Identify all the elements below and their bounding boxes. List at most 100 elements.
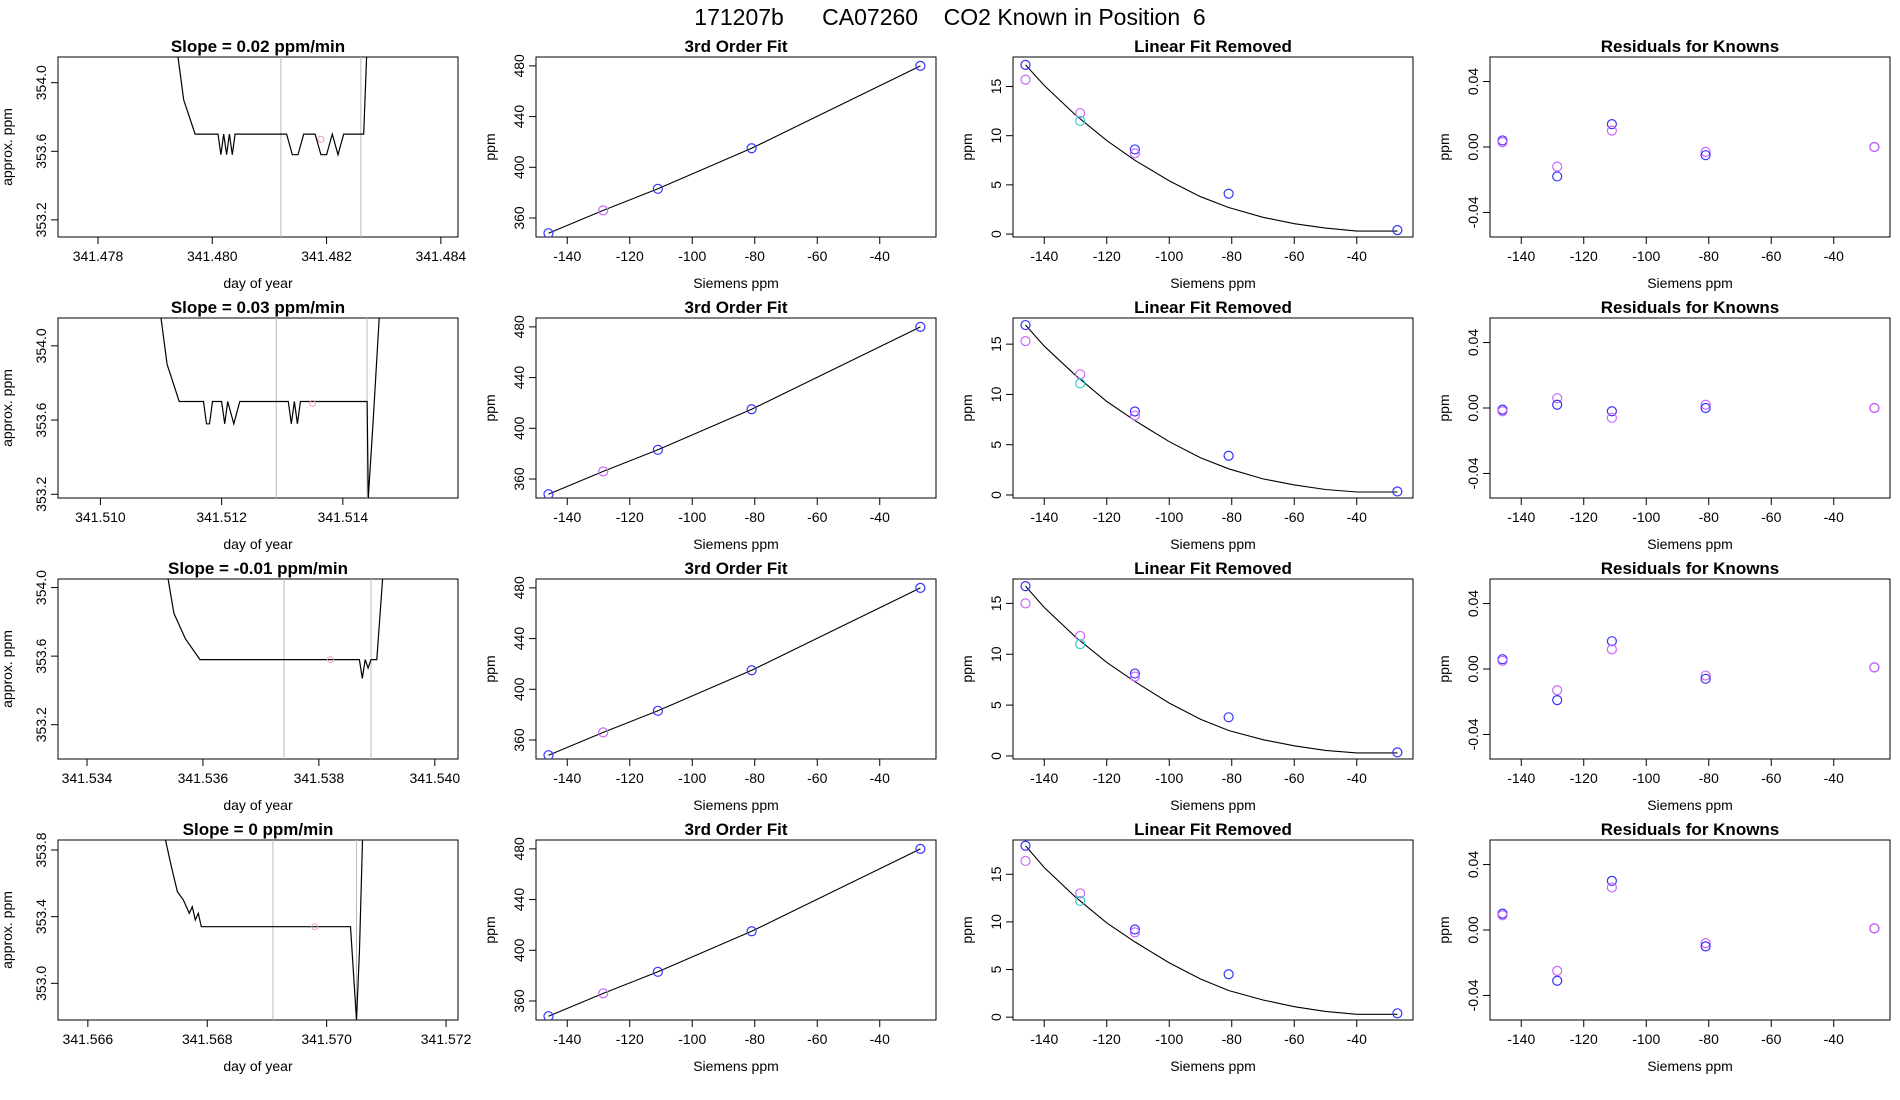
data-point bbox=[1020, 840, 1031, 851]
plot-frame bbox=[535, 56, 937, 238]
x-tick-label: 341.510 bbox=[75, 509, 126, 525]
x-tick-label: -80 bbox=[1699, 770, 1719, 786]
y-tick-label: 354.0 bbox=[33, 570, 49, 605]
y-axis-label: ppm bbox=[1436, 133, 1452, 160]
y-axis-label: ppm bbox=[1436, 655, 1452, 682]
panel-linres-row3: Linear Fit Removed Siemens ppm ppm -140 -120… bbox=[959, 559, 1414, 813]
data-point bbox=[1552, 171, 1563, 182]
data-point bbox=[1129, 148, 1140, 159]
data-point bbox=[1700, 941, 1711, 952]
plot-area bbox=[1020, 840, 1403, 1019]
x-tick-label: -100 bbox=[678, 248, 706, 264]
y-tick-label: 353.0 bbox=[33, 966, 49, 1001]
data-point bbox=[543, 489, 554, 498]
data-point bbox=[543, 228, 554, 237]
x-tick-label: -60 bbox=[1284, 1031, 1304, 1047]
x-tick-label: -100 bbox=[1632, 1031, 1660, 1047]
data-point bbox=[746, 926, 757, 937]
x-tick-label: -60 bbox=[1284, 770, 1304, 786]
plot-area bbox=[1020, 319, 1403, 497]
y-tick-label: 0.00 bbox=[1465, 394, 1481, 421]
data-point bbox=[652, 966, 663, 977]
panel-resid-row3: Residuals for Knowns Siemens ppm ppm -140 -1… bbox=[1436, 559, 1891, 813]
x-tick-label: -120 bbox=[616, 770, 644, 786]
y-tick-label: -0.04 bbox=[1465, 979, 1481, 1011]
plot-frame bbox=[1489, 56, 1891, 238]
data-point bbox=[1700, 146, 1711, 158]
x-tick-label: 341.538 bbox=[294, 770, 345, 786]
data-point bbox=[1497, 910, 1508, 921]
x-axis-label: Siemens ppm bbox=[693, 1058, 779, 1074]
x-tick-label: -120 bbox=[1570, 770, 1598, 786]
x-tick-label: -100 bbox=[1155, 248, 1183, 264]
panel-resid-row2: Residuals for Knowns Siemens ppm ppm -140 -1… bbox=[1436, 298, 1891, 552]
panel-title: Linear Fit Removed bbox=[1134, 820, 1292, 839]
x-tick-label: -140 bbox=[1030, 248, 1058, 264]
data-point bbox=[1223, 450, 1234, 461]
x-tick-label: 341.514 bbox=[318, 509, 369, 525]
data-point bbox=[1223, 712, 1234, 723]
x-tick-label: -80 bbox=[745, 248, 765, 264]
data-point bbox=[1075, 630, 1086, 642]
data-point bbox=[1075, 369, 1086, 380]
panel-fit-row4: 3rd Order Fit Siemens ppm ppm -140 -120 -100 -… bbox=[482, 820, 937, 1074]
data-point bbox=[915, 60, 926, 71]
data-point bbox=[1075, 378, 1086, 389]
panel-title: Residuals for Knowns bbox=[1601, 820, 1780, 839]
y-tick-label: 0 bbox=[988, 230, 1004, 238]
x-tick-label: -120 bbox=[1570, 1031, 1598, 1047]
y-tick-label: 0.00 bbox=[1465, 133, 1481, 160]
x-tick-label: -140 bbox=[1030, 770, 1058, 786]
y-tick-label: 440 bbox=[511, 888, 527, 912]
plot-frame bbox=[1489, 839, 1891, 1021]
x-tick-label: -80 bbox=[1222, 509, 1242, 525]
plot-frame bbox=[535, 578, 937, 760]
x-tick-label: -120 bbox=[1093, 248, 1121, 264]
y-tick-label: 353.8 bbox=[33, 832, 49, 867]
y-tick-label: 0 bbox=[988, 1013, 1004, 1021]
plot-area bbox=[543, 582, 926, 759]
x-tick-label: -100 bbox=[678, 1031, 706, 1047]
x-tick-label: -120 bbox=[1093, 1031, 1121, 1047]
data-point bbox=[746, 143, 757, 154]
y-axis-label: ppm bbox=[482, 394, 498, 421]
x-tick-label: -60 bbox=[1761, 509, 1781, 525]
x-axis-label: Siemens ppm bbox=[1647, 1058, 1733, 1074]
data-point bbox=[1700, 150, 1711, 161]
x-tick-label: -60 bbox=[1761, 248, 1781, 264]
y-tick-label: 353.2 bbox=[33, 202, 49, 237]
x-axis-label: Siemens ppm bbox=[1170, 797, 1256, 813]
panel-linres-row1: Linear Fit Removed Siemens ppm ppm -140 -120… bbox=[959, 37, 1414, 291]
fit-curve-line bbox=[1025, 64, 1398, 232]
x-axis-label: day of year bbox=[223, 797, 293, 813]
data-point bbox=[1869, 662, 1880, 673]
panel-title: Linear Fit Removed bbox=[1134, 298, 1292, 317]
y-tick-label: 0 bbox=[988, 752, 1004, 760]
x-tick-label: -40 bbox=[1824, 248, 1844, 264]
y-tick-label: 354.0 bbox=[33, 65, 49, 100]
x-tick-label: -140 bbox=[553, 248, 581, 264]
data-point bbox=[1020, 581, 1031, 592]
data-point bbox=[1869, 141, 1880, 153]
x-tick-label: -60 bbox=[1761, 1031, 1781, 1047]
panel-title: 3rd Order Fit bbox=[685, 37, 788, 56]
plot-area bbox=[167, 579, 384, 759]
x-tick-label: -80 bbox=[745, 770, 765, 786]
data-point bbox=[652, 183, 663, 194]
y-tick-label: 353.2 bbox=[33, 477, 49, 512]
x-tick-label: -40 bbox=[1347, 248, 1367, 264]
x-tick-label: -100 bbox=[1632, 248, 1660, 264]
x-tick-label: -40 bbox=[870, 770, 890, 786]
panel-fit-row3: 3rd Order Fit Siemens ppm ppm -140 -120 -100 -… bbox=[482, 559, 937, 813]
y-axis-label: ppm bbox=[482, 916, 498, 943]
y-tick-label: 0.04 bbox=[1465, 851, 1481, 878]
panel-raw-row3: Slope = -0.01 ppm/min day of year approx. … bbox=[0, 559, 460, 813]
x-tick-label: -120 bbox=[1093, 509, 1121, 525]
data-point bbox=[598, 466, 609, 477]
x-tick-label: -100 bbox=[1632, 509, 1660, 525]
x-tick-label: 341.570 bbox=[301, 1031, 352, 1047]
x-tick-label: -140 bbox=[553, 509, 581, 525]
x-tick-label: -100 bbox=[1632, 770, 1660, 786]
x-tick-label: 341.484 bbox=[416, 248, 467, 264]
y-tick-label: 353.6 bbox=[33, 134, 49, 169]
